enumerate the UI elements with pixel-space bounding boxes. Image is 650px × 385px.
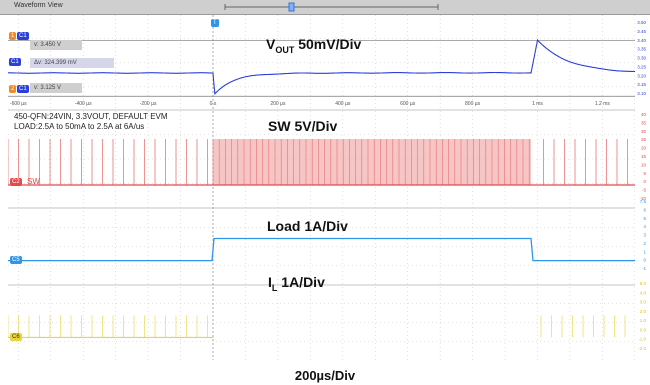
time-tick-label: 0 s <box>210 101 217 107</box>
zoom-handle[interactable] <box>288 2 295 12</box>
sw-scale-tick: 35 <box>641 120 647 125</box>
sw-scale-tick: -10 <box>639 196 646 201</box>
zoom-bar[interactable] <box>0 0 650 14</box>
time-tick-label: 200 µs <box>270 101 286 107</box>
time-tick-label: 1.2 ms <box>595 101 611 107</box>
load-scale-tick: 5 <box>643 216 646 221</box>
load-scale-tick: 2 <box>643 241 646 246</box>
vout-scale-tick: 3.30 <box>637 56 646 61</box>
time-tick-label: -200 µs <box>140 101 157 107</box>
sw-scale-tick: 20 <box>641 146 647 151</box>
il-scale-tick: 3.0 <box>640 300 647 305</box>
load-label: Load 1A/Div <box>267 218 348 234</box>
channel-badge-c6[interactable]: C6 <box>10 333 22 341</box>
sw-scale-tick: 0 <box>643 179 646 184</box>
channel-badge-c5[interactable]: C5 <box>10 256 22 264</box>
load-scale-tick: 0 <box>643 258 646 263</box>
time-tick-label: 800 µs <box>465 101 481 107</box>
load-scale-tick: -1 <box>642 266 646 271</box>
il-scale-tick: 4.0 <box>640 290 647 295</box>
vout-scale-tick: 3.45 <box>637 29 646 34</box>
waveform-plot: -600 µs -400 µs -200 µs 0 s 200 µs 400 µs 600 … <box>5 15 642 360</box>
vout-scale-tick: 3.35 <box>637 47 646 52</box>
cursor-v2-label: v: 3.125 V <box>30 83 82 93</box>
vout-label: VOUT 50mV/Div <box>266 36 362 55</box>
time-tick-label: 600 µs <box>400 101 416 107</box>
time-tick-label: -400 µs <box>75 101 92 107</box>
load-scale-tick: 1 <box>643 249 646 254</box>
time-tick-label: -600 µs <box>10 101 27 107</box>
trigger-marker[interactable]: T <box>211 19 219 27</box>
sw-scale-tick: 5 <box>643 171 646 176</box>
vout-scale-tick: 3.15 <box>637 82 646 87</box>
load-scale-tick: 7.5 <box>640 199 647 204</box>
cursor-a-badge[interactable]: 1 <box>9 32 17 40</box>
channel-badge-c1[interactable]: C1 <box>9 58 21 66</box>
load-trace <box>5 237 642 262</box>
time-tick-label: 1 ms <box>532 101 543 107</box>
il-scale-tick: 5.0 <box>640 281 647 286</box>
sw-trace-group <box>7 139 635 186</box>
sw-scale-tick: 40 <box>641 112 647 117</box>
cursor-b-badge[interactable]: 2 <box>9 85 17 93</box>
sw-scale-tick: -5 <box>642 188 646 193</box>
load-scale-tick: 6 <box>643 207 646 212</box>
sw-switching-band <box>213 139 532 185</box>
channel-badge-c1b[interactable]: C1 <box>17 85 29 93</box>
cursor-delta-label: Δv: 324.399 mV <box>30 58 114 68</box>
sw-label: SW 5V/Div <box>268 118 338 134</box>
window-titlebar: Waveform View <box>0 0 650 15</box>
channel-badge-c2[interactable]: C2 <box>10 178 22 186</box>
cursor-v1-label: v: 3.450 V <box>30 40 82 50</box>
il-scale-tick: -2.0 <box>638 346 646 351</box>
sw-scale-tick: 25 <box>641 137 647 142</box>
vout-scale-tick: 3.20 <box>637 73 646 78</box>
vout-scale-tick: 3.25 <box>637 64 646 69</box>
vout-scale-tick: 3.50 <box>637 20 646 25</box>
sw-scale-tick: 15 <box>641 154 647 159</box>
window-title: Waveform View <box>14 2 63 9</box>
channel-badge-c1a[interactable]: C1 <box>17 32 29 40</box>
il-scale-tick: 2.0 <box>640 309 647 314</box>
info-line-1: 450-QFN:24VIN, 3.3VOUT, DEFAULT EVM <box>14 112 168 121</box>
time-tick-label: 400 µs <box>335 101 351 107</box>
vout-scale-tick: 3.10 <box>637 91 646 96</box>
sw-scale-tick: 30 <box>641 129 647 134</box>
plot-area: -600 µs -400 µs -200 µs 0 s 200 µs 400 µs 600 … <box>5 15 642 360</box>
channel-tag-sw: SW <box>27 177 40 186</box>
time-axis-ticks: -600 µs -400 µs -200 µs 0 s 200 µs 400 µs 600 … <box>10 101 610 107</box>
time-per-div-label: 200µs/Div <box>294 368 356 383</box>
il-trace-group <box>7 315 626 338</box>
il-scale-tick: -1.0 <box>638 337 646 342</box>
vout-trace <box>5 38 642 96</box>
load-scale-tick: 4 <box>643 224 646 229</box>
il-scale-tick: 0.0 <box>640 327 647 332</box>
load-scale-tick: 3 <box>643 233 646 238</box>
sw-scale-tick: 10 <box>641 162 647 167</box>
vout-scale-tick: 3.40 <box>637 38 646 43</box>
info-line-2: LOAD:2.5A to 50mA to 2.5A at 6A/us <box>14 122 145 131</box>
il-label: IL 1A/Div <box>268 274 325 293</box>
il-scale-tick: 1.0 <box>640 318 647 323</box>
